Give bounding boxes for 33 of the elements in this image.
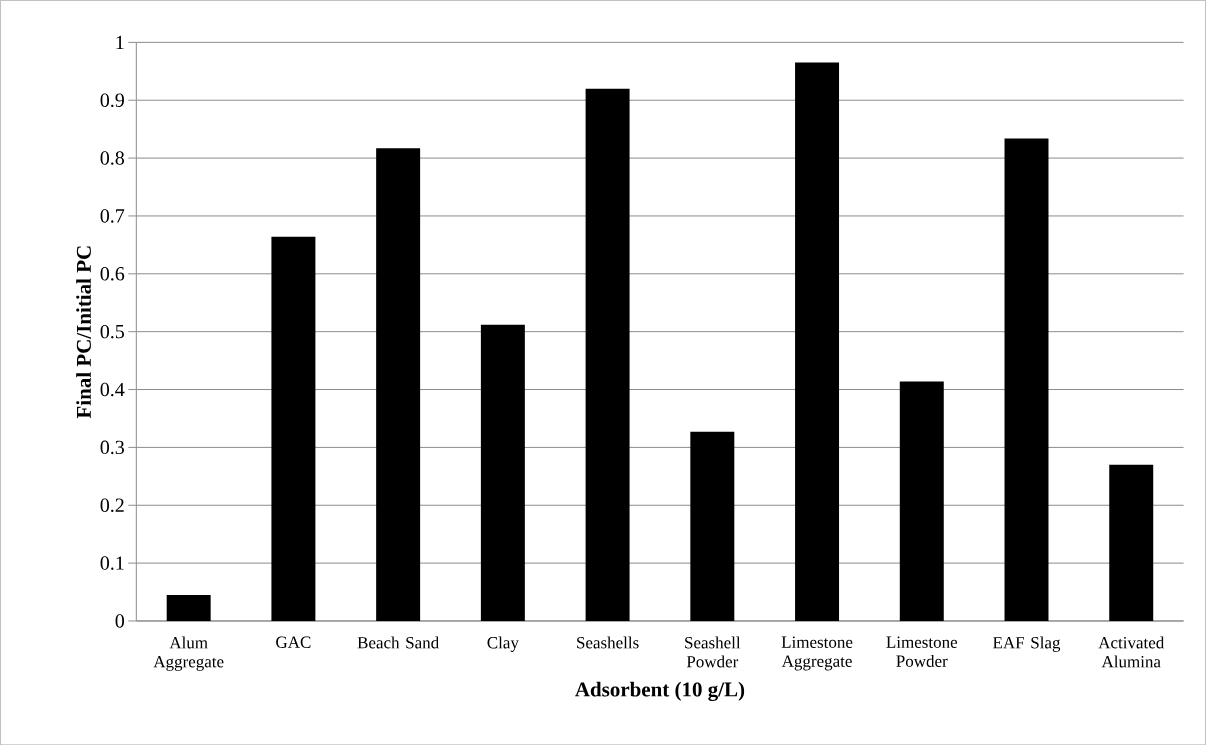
bar <box>166 594 211 621</box>
x-tick-label: Limestone Powder <box>886 636 958 667</box>
x-tick-label: Activated Alumina <box>1098 636 1165 668</box>
y-tick-label: 0.7 <box>100 209 125 223</box>
bar <box>376 148 421 621</box>
y-axis-title: Final PC/Initial PC <box>76 246 91 419</box>
y-tick-label: 0 <box>115 614 125 628</box>
y-tick-label: 0.9 <box>100 93 124 107</box>
bar <box>585 88 630 621</box>
y-tick-label: 0.4 <box>100 382 125 397</box>
x-tick-label: GAC <box>276 636 311 648</box>
y-tick-label: 0.5 <box>100 324 125 339</box>
x-axis-title: Adsorbent (10 g/L) <box>575 681 745 701</box>
x-tick-label: EAF Slag <box>993 636 1061 652</box>
y-tick-label: 0.2 <box>100 498 124 512</box>
bar <box>1109 464 1154 621</box>
x-tick-label: Beach Sand <box>357 636 439 649</box>
y-tick-label: 0.1 <box>100 556 124 570</box>
x-tick-label: Seashell Powder <box>685 636 741 668</box>
bar <box>271 236 316 621</box>
bar <box>480 324 525 621</box>
y-tick-label: 1 <box>116 35 124 49</box>
bar <box>795 62 840 621</box>
x-tick-label: Limestone Aggregate <box>781 636 853 671</box>
y-tick-label: 0.8 <box>100 151 125 165</box>
y-tick-label: 0.3 <box>100 440 125 455</box>
y-tick-label: 0.6 <box>100 266 125 281</box>
x-tick-label: Seashells <box>577 636 639 649</box>
bar <box>899 381 944 621</box>
x-tick-label: Clay <box>487 636 519 652</box>
bar <box>690 431 735 621</box>
bar <box>1004 138 1049 621</box>
x-tick-label: Alum Aggregate <box>153 636 224 671</box>
